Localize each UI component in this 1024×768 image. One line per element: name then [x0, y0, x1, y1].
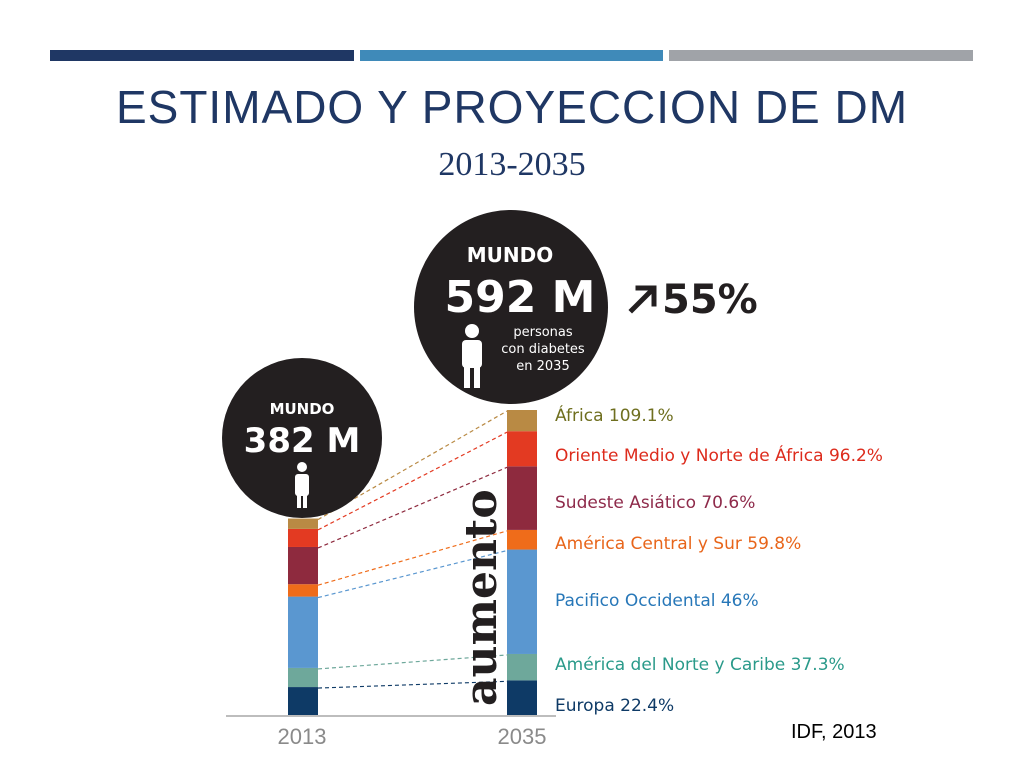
bubble-2013-total: 382 M — [244, 421, 361, 461]
connector-line-4 — [317, 466, 508, 549]
bar-segment-2013-6 — [288, 518, 318, 529]
x-tick-label-2013: 2013 — [278, 724, 327, 749]
connector-line-1 — [317, 654, 508, 670]
bar-segment-2035-3 — [507, 529, 537, 550]
accent-bar-navy — [50, 50, 354, 61]
bubble-caption-line-1: personas — [513, 325, 573, 340]
bar-segment-2035-2 — [507, 549, 537, 654]
bar-segment-2013-0 — [288, 687, 318, 716]
bar-segment-2035-6 — [507, 410, 537, 432]
bubble-caption-line-3: en 2035 — [516, 359, 569, 374]
region-label-1: América del Norte y Caribe 37.3% — [555, 655, 845, 675]
region-label-2: Pacifico Occidental 46% — [555, 591, 759, 611]
growth-percentage: 55% — [662, 277, 758, 323]
bar-segment-2035-1 — [507, 653, 537, 681]
region-label-6: África 109.1% — [555, 404, 674, 426]
bubble-2035-total: 592 M — [445, 272, 596, 323]
bubble-2035-world-label: MUNDO — [467, 243, 553, 267]
slide-subtitle: 2013-2035 — [438, 146, 586, 183]
accent-bar-gray — [669, 50, 973, 61]
connector-line-0 — [317, 680, 508, 689]
source-citation: IDF, 2013 — [791, 721, 877, 743]
person-icon — [462, 324, 482, 388]
connector-line-2 — [317, 549, 508, 599]
region-label-0: Europa 22.4% — [555, 696, 674, 716]
connector-line-3 — [317, 530, 508, 586]
bar-segment-2013-3 — [288, 584, 318, 597]
slide-title: ESTIMADO Y PROYECCION DE DM — [115, 81, 909, 133]
bar-segment-2035-5 — [507, 431, 537, 467]
bar-segment-2035-4 — [507, 466, 537, 530]
bar-segment-2013-1 — [288, 667, 318, 688]
bar-segment-2013-4 — [288, 546, 318, 585]
accent-bar-blue — [360, 50, 663, 61]
region-label-3: América Central y Sur 59.8% — [555, 534, 801, 554]
increase-vertical-label: aumento — [456, 489, 507, 706]
bar-segment-2013-2 — [288, 596, 318, 668]
bar-segment-2035-0 — [507, 680, 537, 716]
x-tick-label-2035: 2035 — [498, 724, 547, 749]
region-label-5: Oriente Medio y Norte de África 96.2% — [555, 444, 883, 466]
connector-line-5 — [317, 431, 508, 531]
region-increase-labels: Europa 22.4% América del Norte y Caribe 3… — [555, 404, 883, 716]
bubble-2013-world-label: MUNDO — [270, 400, 335, 418]
bubble-caption-line-2: con diabetes — [501, 342, 585, 357]
person-icon — [295, 462, 309, 508]
stacked-bars — [288, 410, 537, 716]
bar-segment-2013-5 — [288, 528, 318, 547]
arrow-up-right-icon — [628, 285, 657, 314]
bubble-2013 — [222, 358, 382, 518]
region-label-4: Sudeste Asiático 70.6% — [555, 493, 755, 513]
